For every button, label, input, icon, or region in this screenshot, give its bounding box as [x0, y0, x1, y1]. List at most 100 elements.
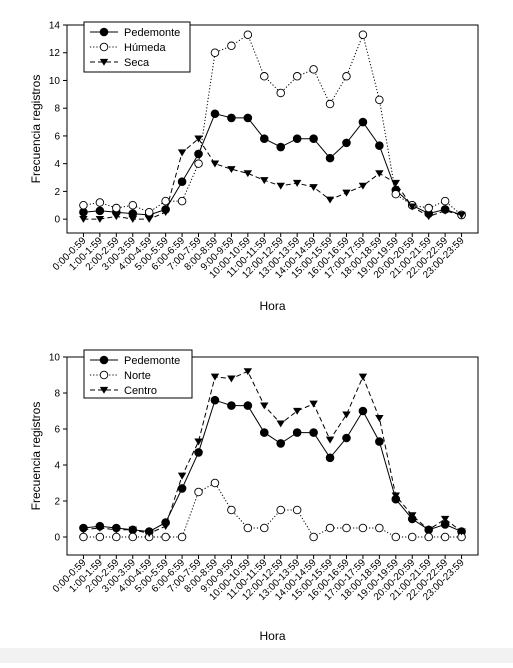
data-point	[259, 428, 269, 437]
y-tick-label: 0	[54, 215, 60, 226]
legend-marker	[99, 42, 109, 52]
data-point	[260, 402, 269, 410]
data-point	[358, 373, 368, 381]
data-point	[440, 532, 450, 542]
data-point	[309, 400, 318, 408]
data-point	[292, 505, 302, 515]
data-point	[325, 436, 335, 444]
data-point	[210, 478, 220, 488]
data-point	[276, 505, 285, 515]
data-point	[358, 117, 368, 127]
y-tick-label: 8	[54, 104, 60, 115]
y-axis-title: Frecuencia registros	[29, 402, 43, 511]
y-tick-label: 12	[49, 48, 61, 59]
data-point	[342, 189, 351, 197]
data-point	[194, 487, 203, 497]
legend-marker	[99, 355, 109, 365]
data-point	[342, 433, 351, 443]
data-point	[112, 526, 121, 534]
data-point	[440, 207, 450, 215]
plot-frame	[66, 24, 479, 234]
data-point	[112, 213, 121, 221]
legend-label: Húmeda	[124, 42, 166, 54]
data-point	[342, 411, 351, 419]
legend: Pedemonte Húmeda Seca	[83, 21, 191, 73]
data-point	[128, 215, 137, 223]
data-point	[342, 138, 351, 148]
data-point	[375, 141, 384, 150]
data-point	[276, 88, 285, 98]
legend: Pedemonte Norte Centro	[83, 349, 193, 399]
data-point	[210, 109, 220, 119]
series-line	[83, 137, 462, 220]
data-point	[79, 215, 88, 223]
data-point	[391, 189, 401, 199]
data-point	[145, 215, 154, 223]
data-point	[391, 532, 401, 542]
data-point	[292, 72, 302, 81]
data-point	[243, 30, 253, 39]
data-point	[292, 428, 302, 437]
data-point	[440, 196, 450, 206]
chart-panel-1: 024681012140:00-0:591:00-1:592:00-2:593:…	[29, 21, 479, 313]
x-axis-title: Hora	[259, 299, 285, 313]
data-point	[424, 203, 433, 213]
data-point	[177, 196, 187, 206]
data-point	[424, 526, 433, 534]
data-point	[95, 532, 105, 542]
data-point	[128, 201, 138, 210]
y-tick-label: 4	[54, 159, 60, 170]
data-point	[276, 142, 286, 152]
data-point	[309, 134, 318, 144]
data-point	[194, 149, 203, 159]
legend-marker	[99, 58, 109, 66]
data-point	[210, 395, 220, 405]
data-point	[292, 179, 302, 187]
y-tick-label: 10	[49, 353, 61, 364]
data-point	[391, 492, 400, 500]
data-point	[194, 159, 203, 168]
data-point	[375, 170, 384, 178]
data-point	[408, 203, 417, 211]
series-line	[83, 370, 462, 534]
data-point	[342, 72, 351, 81]
data-point	[375, 415, 384, 422]
legend-label: Pedemonte	[124, 355, 180, 367]
data-point	[424, 213, 433, 221]
legend-label: Norte	[124, 370, 151, 382]
data-point	[358, 406, 368, 416]
data-point	[325, 523, 335, 533]
data-point	[177, 532, 187, 542]
legend-label: Seca	[124, 57, 150, 69]
series-line	[83, 482, 462, 538]
data-point	[243, 113, 253, 123]
data-point	[325, 196, 335, 204]
data-point	[243, 523, 253, 533]
data-point	[210, 48, 220, 57]
data-point	[227, 505, 236, 515]
data-point	[112, 203, 121, 213]
y-tick-label: 2	[54, 497, 60, 508]
data-point	[260, 523, 269, 533]
data-point	[375, 95, 384, 105]
x-axis-title: Hora	[259, 629, 285, 643]
data-point	[325, 153, 335, 163]
data-point	[407, 532, 417, 542]
data-point	[457, 211, 466, 219]
data-point	[177, 472, 187, 480]
data-point	[325, 453, 335, 463]
y-tick-label: 4	[54, 461, 60, 472]
data-point	[161, 196, 170, 206]
data-point	[194, 135, 203, 143]
series-centro	[79, 368, 466, 538]
data-point	[194, 438, 203, 446]
data-point	[210, 160, 220, 168]
legend-marker	[99, 370, 109, 380]
series-seca	[79, 135, 466, 223]
data-point	[227, 166, 236, 173]
legend-label: Centro	[124, 385, 157, 397]
data-point	[276, 182, 285, 190]
data-point	[375, 437, 384, 446]
plot-frame	[66, 356, 479, 556]
data-point	[358, 182, 368, 190]
